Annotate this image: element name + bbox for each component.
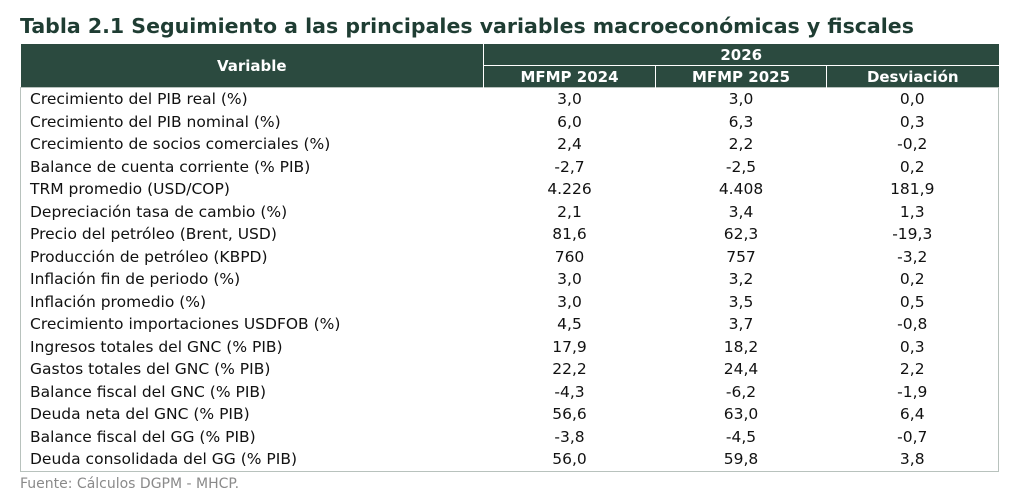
value-cell: 0,5	[899, 292, 925, 311]
value-cell: 3,5	[728, 292, 754, 311]
value-cell: 81,6	[552, 225, 587, 244]
table-row: Deuda consolidada del GG (% PIB) 56,0 59,8…	[21, 448, 999, 471]
table-row: Crecimiento de socios comerciales (%) 2,4…	[21, 133, 999, 156]
value-cell: 6,0	[557, 112, 582, 131]
value-cell: -0,8	[897, 315, 928, 334]
value-cell: 3,2	[728, 270, 754, 289]
value-cell: 18,2	[723, 337, 759, 356]
variable-cell: Deuda consolidada del GG (% PIB)	[30, 450, 298, 469]
value-cell: 4,5	[557, 315, 582, 334]
variable-header: Variable	[20, 44, 484, 88]
value-cell: 2,4	[557, 135, 582, 154]
value-cell: 0,3	[899, 337, 925, 356]
value-cell: 1,3	[899, 202, 925, 221]
variable-cell: Precio del petróleo (Brent, USD)	[30, 225, 277, 244]
value-cell: 4.226	[547, 180, 592, 199]
value-cell: 181,9	[890, 180, 935, 199]
value-cell: 63,0	[723, 405, 759, 424]
table-title: Tabla 2.1 Seguimiento a las principales …	[20, 14, 914, 38]
table-row: Gastos totales del GNC (% PIB) 22,2 24,4 2,…	[21, 358, 999, 381]
value-cell: 17,9	[552, 337, 587, 356]
variable-cell: Crecimiento del PIB real (%)	[30, 90, 248, 109]
table-row: Balance fiscal del GG (% PIB) -3,8 -4,5 -0,…	[21, 426, 999, 449]
variable-cell: TRM promedio (USD/COP)	[30, 180, 230, 199]
table-row: Balance de cuenta corriente (% PIB) -2,7 -…	[21, 156, 999, 179]
value-cell: -3,8	[554, 427, 585, 446]
value-cell: -6,2	[725, 382, 757, 401]
value-cell: 3,7	[728, 315, 754, 334]
value-cell: -0,7	[897, 427, 928, 446]
value-cell: 6,3	[728, 112, 754, 131]
value-cell: 4.408	[718, 180, 764, 199]
variable-cell: Inflación fin de periodo (%)	[30, 270, 241, 289]
source-note: Fuente: Cálculos DGPM - MHCP.	[20, 476, 240, 492]
value-cell: -2,7	[554, 157, 585, 176]
value-cell: 3,0	[557, 270, 582, 289]
value-cell: -19,3	[892, 225, 933, 244]
variable-cell: Producción de petróleo (KBPD)	[30, 247, 268, 266]
table-row: Crecimiento importaciones USDFOB (%) 4,5 3…	[21, 313, 999, 336]
value-cell: 3,4	[728, 202, 754, 221]
table-row: Inflación fin de periodo (%) 3,0 3,2 0,2	[21, 268, 999, 291]
value-cell: 3,0	[557, 292, 582, 311]
value-cell: -1,9	[897, 382, 928, 401]
table-row: Deuda neta del GNC (% PIB) 56,6 63,0 6,4	[21, 403, 999, 426]
variable-cell: Balance de cuenta corriente (% PIB)	[30, 157, 311, 176]
column-header: MFMP 2025	[655, 65, 827, 88]
value-cell: 0,2	[899, 157, 925, 176]
table-row: Crecimiento del PIB nominal (%) 6,0 6,3 0,3	[21, 111, 999, 134]
value-cell: 760	[554, 247, 585, 266]
value-cell: 24,4	[723, 360, 759, 379]
value-cell: 0,3	[899, 112, 925, 131]
variable-cell: Gastos totales del GNC (% PIB)	[30, 360, 271, 379]
variable-cell: Crecimiento del PIB nominal (%)	[30, 112, 281, 131]
year-header: 2026	[482, 44, 999, 66]
value-cell: 56,0	[552, 450, 587, 469]
value-cell: 22,2	[552, 360, 587, 379]
table-row: Balance fiscal del GNC (% PIB) -4,3 -6,2 -1…	[21, 381, 999, 404]
value-cell: 59,8	[723, 450, 759, 469]
data-table: Variable 2026 MFMP 2024 MFMP 2025 Desviaci…	[20, 44, 999, 472]
value-cell: 3,0	[557, 90, 582, 109]
value-cell: -4,3	[554, 382, 585, 401]
value-cell: 3,0	[728, 90, 754, 109]
variable-cell: Depreciación tasa de cambio (%)	[30, 202, 288, 221]
table-row: Precio del petróleo (Brent, USD) 81,6 62,3…	[21, 223, 999, 246]
value-cell: -0,2	[897, 135, 928, 154]
variable-cell: Inflación promedio (%)	[30, 292, 207, 311]
value-cell: 2,2	[899, 360, 925, 379]
variable-cell: Crecimiento importaciones USDFOB (%)	[30, 315, 341, 334]
value-cell: 62,3	[723, 225, 759, 244]
column-header: Desviación	[825, 65, 999, 88]
table-row: TRM promedio (USD/COP) 4.226 4.408 181,9	[21, 178, 999, 201]
value-cell: 6,4	[899, 405, 925, 424]
table-row: Producción de petróleo (KBPD) 760 757 -3,2	[21, 246, 999, 269]
table-row: Depreciación tasa de cambio (%) 2,1 3,4 1,3	[21, 201, 999, 224]
value-cell: 0,2	[899, 270, 925, 289]
value-cell: 56,6	[552, 405, 587, 424]
value-cell: -3,2	[897, 247, 928, 266]
table-row: Inflación promedio (%) 3,0 3,5 0,5	[21, 291, 999, 314]
value-cell: 3,8	[899, 450, 925, 469]
value-cell: -2,5	[725, 157, 757, 176]
value-cell: 2,2	[728, 135, 754, 154]
value-cell: -4,5	[725, 427, 757, 446]
table-row: Crecimiento del PIB real (%) 3,0 3,0 0,0	[21, 88, 999, 111]
variable-cell: Balance fiscal del GNC (% PIB)	[30, 382, 267, 401]
value-cell: 0,0	[899, 90, 925, 109]
value-cell: 2,1	[557, 202, 582, 221]
table-row: Ingresos totales del GNC (% PIB) 17,9 18,2…	[21, 336, 999, 359]
variable-cell: Balance fiscal del GG (% PIB)	[30, 427, 256, 446]
variable-cell: Crecimiento de socios comerciales (%)	[30, 135, 331, 154]
value-cell: 757	[726, 247, 756, 266]
variable-cell: Deuda neta del GNC (% PIB)	[30, 405, 250, 424]
variable-cell: Ingresos totales del GNC (% PIB)	[30, 337, 283, 356]
column-header: MFMP 2024	[483, 65, 656, 88]
